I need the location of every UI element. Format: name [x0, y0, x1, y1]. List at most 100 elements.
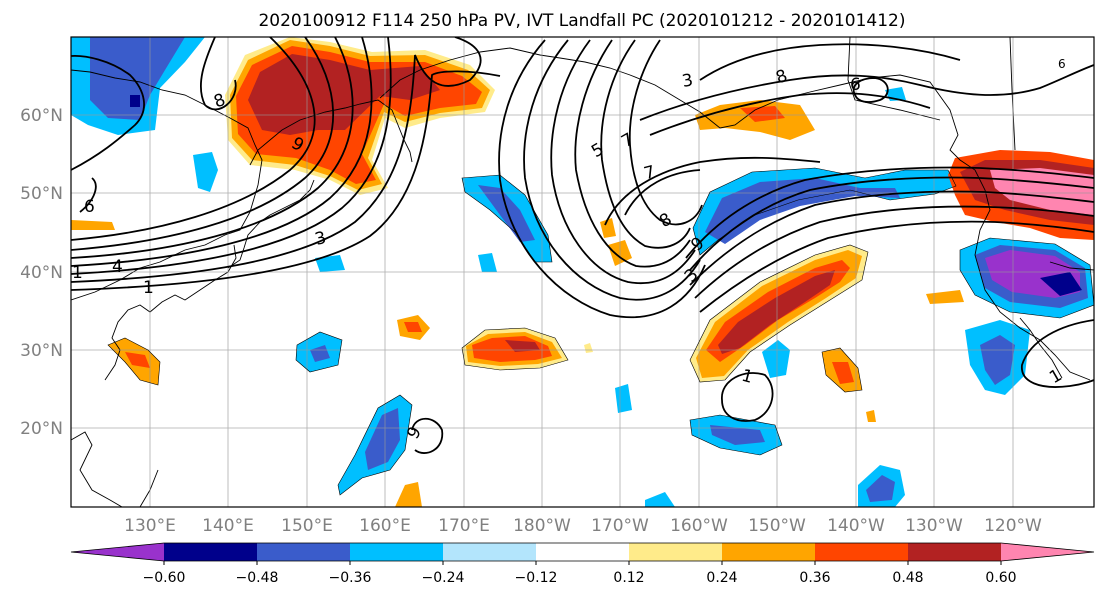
outline: [107, 337, 161, 386]
contour-line: [699, 220, 1094, 313]
ivt-contours: [71, 37, 1094, 454]
contour-line: [411, 417, 444, 454]
colorbar-tick-label: −0.12: [515, 570, 558, 586]
contour-line: [689, 190, 1094, 286]
pv-negative-region: [90, 37, 185, 120]
shading-outlines: [107, 167, 1094, 496]
pv-positive-region: [926, 290, 964, 304]
colorbar-segment: [443, 543, 536, 561]
contour-line: [628, 39, 703, 226]
contour-line: [852, 77, 889, 103]
contour-line: [689, 176, 1094, 271]
gridlines: [71, 37, 1094, 507]
contour-line: [574, 39, 691, 268]
contour-label: 1: [72, 263, 83, 283]
pv-negative-region: [310, 345, 330, 362]
lon-label-140e: 140°E: [202, 516, 254, 536]
pv-positive-region: [71, 220, 115, 230]
colorbar-segment: [164, 543, 257, 561]
coastline: [104, 244, 237, 381]
colorbar-tick-label: −0.24: [422, 570, 465, 586]
pv-positive-region: [505, 340, 540, 352]
pv-negative-region: [478, 253, 497, 272]
pv-negative-region: [1040, 272, 1082, 296]
contour-line: [71, 54, 145, 171]
coastline: [1009, 37, 1016, 151]
colorbar-tick-label: 0.24: [706, 570, 737, 586]
pv-positive-region: [866, 410, 876, 422]
contour-label: 7: [642, 162, 658, 184]
lat-label-40n: 40°N: [20, 263, 63, 283]
contour-line: [639, 64, 1094, 121]
contour-line: [71, 37, 335, 251]
pv-negative-region: [130, 95, 140, 107]
colorbar-tick-label: 0.48: [892, 570, 923, 586]
outline: [337, 394, 413, 496]
pv-negative-region: [615, 384, 632, 413]
contour-line: [71, 37, 373, 267]
pv-positive-region: [404, 322, 422, 332]
colorbar: −0.60 −0.48 −0.36 −0.24 −0.12 0.12 0.24 0.36 0.4…: [70, 542, 1095, 586]
outline: [689, 244, 869, 383]
lon-label-130e: 130°E: [124, 516, 176, 536]
lon-label-150w: 150°W: [748, 516, 806, 536]
contour-label: 4: [112, 257, 123, 277]
lon-label-180w: 180°W: [513, 516, 571, 536]
lon-label-160w: 160°W: [670, 516, 728, 536]
colorbar-segment: [257, 543, 350, 561]
outline: [692, 167, 957, 256]
contour-label: 6: [84, 197, 95, 217]
contour-line: [685, 166, 1094, 259]
outline: [689, 414, 783, 456]
colorbar-segment: [71, 543, 164, 561]
colorbar-segment: [350, 543, 443, 561]
contour-label: 6: [1058, 57, 1066, 71]
contour-line: [79, 177, 97, 213]
coastline: [379, 47, 1091, 381]
contour-line: [71, 37, 354, 259]
contour-line: [523, 39, 701, 301]
colorbar-segment: [536, 543, 629, 561]
outline: [295, 331, 343, 373]
map-frame: [70, 36, 1095, 508]
lat-label-30n: 30°N: [20, 341, 63, 361]
coastline: [71, 431, 123, 507]
coastline: [1019, 317, 1063, 379]
colorbar-tick-label: −0.36: [329, 570, 372, 586]
pv-negative-region: [645, 492, 675, 507]
pv-positive-region: [125, 352, 150, 368]
colorbar-segment: [815, 543, 908, 561]
pv-negative-region: [705, 178, 900, 244]
contour-line: [1021, 319, 1094, 388]
colorbar-tick-label: −0.60: [143, 570, 186, 586]
contour-line: [604, 156, 821, 226]
contour-label: 6: [850, 75, 861, 95]
colorbar-tick-label: 0.60: [985, 570, 1016, 586]
contour-line: [498, 39, 706, 319]
pv-negative-region: [710, 425, 765, 445]
contour-line: [550, 39, 696, 285]
outline: [461, 174, 553, 263]
colorbar-tick-label: 0.12: [613, 570, 644, 586]
colorbar-segment: [1001, 543, 1094, 561]
colorbar-segments: [70, 542, 1095, 562]
contour-label: 3: [681, 70, 695, 92]
colorbar-segment: [722, 543, 815, 561]
pv-negative-region: [365, 408, 400, 470]
contour-line: [71, 37, 316, 241]
pv-positive-region: [718, 270, 835, 354]
colorbar-tick-label: 0.36: [799, 570, 830, 586]
contour-line: [694, 205, 1094, 299]
lon-label-130w: 130°W: [905, 516, 963, 536]
lat-label-60n: 60°N: [20, 106, 63, 126]
outline: [461, 327, 569, 371]
lon-label-150e: 150°E: [281, 516, 333, 536]
pv-negative-region: [478, 185, 535, 242]
contour-line: [71, 70, 501, 291]
lon-label-140w: 140°W: [827, 516, 885, 536]
contour-line: [649, 92, 931, 136]
pv-negative-region: [980, 335, 1015, 385]
lon-label-170e: 170°E: [438, 516, 490, 536]
pv-positive-region: [395, 482, 422, 507]
